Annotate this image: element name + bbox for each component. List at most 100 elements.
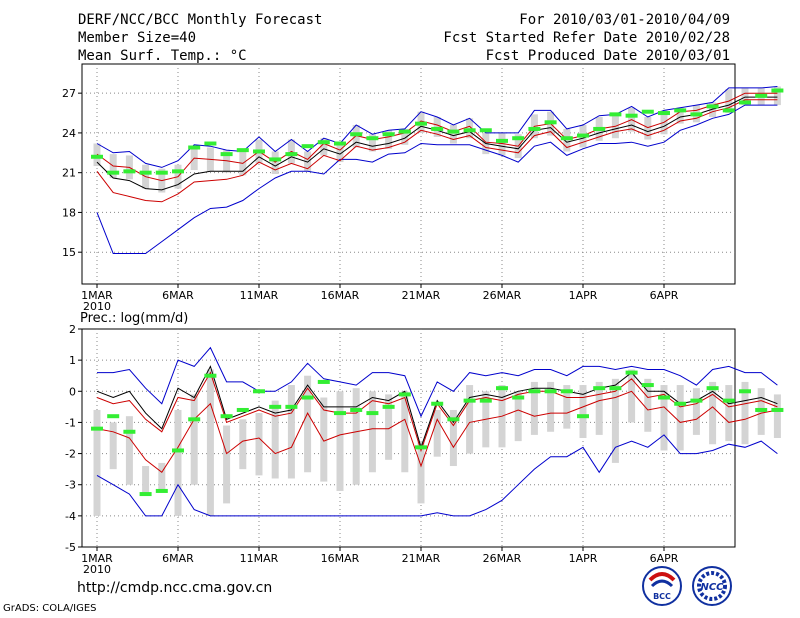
temp-xtick-label: 21MAR (402, 289, 441, 302)
prec-observed-mark (350, 407, 363, 412)
temp-observed-mark (301, 144, 314, 149)
temp-observed-mark (463, 128, 476, 133)
prec-ytick-label: -3 (65, 479, 76, 492)
temp-xtick-label: 16MAR (321, 289, 360, 302)
temp-ensemble-box (676, 107, 684, 124)
temp-observed-mark (674, 108, 687, 113)
bcc-logo: BCC (642, 566, 682, 606)
variable-label: Mean Surf. Temp.: °C (78, 48, 247, 64)
prec-observed-mark (739, 389, 751, 394)
prec-ensemble-box (206, 369, 214, 516)
prec-ensemble-box (433, 409, 441, 457)
prec-ensemble-box (125, 416, 133, 485)
prec-ensemble-box (158, 462, 166, 491)
temp-observed-mark (755, 93, 768, 98)
temp-ensemble-box (449, 124, 457, 144)
prec-observed-mark (334, 411, 346, 416)
prec-ensemble-box (579, 385, 587, 438)
prec-ensemble-box (725, 385, 733, 442)
prec-ensemble-box (514, 391, 522, 442)
prec-ensemble-box (466, 385, 474, 454)
prec-ensemble-box (628, 369, 636, 423)
temp-ensemble-box (401, 128, 409, 145)
prec-ytick-label: 0 (69, 385, 76, 398)
prec-ensemble-box (709, 381, 717, 445)
prec-ytick-label: -2 (65, 448, 76, 461)
temp-observed-mark (609, 112, 622, 117)
prec-observed-mark (236, 407, 249, 412)
prec-observed-mark (447, 417, 460, 422)
prec-observed-mark (220, 414, 233, 419)
temp-observed-mark (658, 111, 670, 116)
prec-observed-mark (722, 398, 735, 403)
temp-observed-mark (447, 129, 460, 134)
prec-xtick-label: 21MAR (402, 552, 441, 565)
temp-ensemble-box (741, 87, 749, 106)
temp-ensemble-box (320, 138, 328, 156)
temp-observed-mark (722, 108, 735, 113)
temp-observed-mark (188, 145, 201, 150)
source-url[interactable]: http://cmdp.ncc.cma.gov.cn (77, 580, 273, 596)
prec-ensemble-box (773, 394, 781, 438)
temp-observed-mark (91, 154, 103, 159)
temp-ensemble-box (498, 132, 506, 156)
temp-observed-mark (560, 136, 573, 141)
temp-ensemble-box (271, 151, 279, 174)
prec-ytick-label: -5 (65, 541, 76, 554)
prec-observed-mark (577, 414, 589, 419)
prec-observed-mark (172, 448, 184, 453)
prec-mean-line (96, 365, 778, 449)
prec-ensemble-box (449, 409, 457, 467)
prec-ensemble-box (352, 388, 360, 485)
prec-observed-mark (415, 445, 427, 450)
forecast-period: For 2010/03/01-2010/04/09 (519, 12, 730, 28)
prec-xtick-label: 16MAR (321, 552, 360, 565)
grads-credit: GrADS: COLA/IGES (3, 603, 97, 614)
prec-observed-mark (155, 488, 168, 493)
temp-ensemble-box (385, 130, 393, 149)
temp-xtick-label: 1MAR (81, 289, 113, 302)
prec-xtick-label: 26MAR (483, 552, 522, 565)
prec-observed-mark (463, 398, 476, 403)
temp-observed-mark (382, 132, 395, 137)
prec-ensemble-box (109, 422, 117, 470)
temp-observed-mark (172, 169, 184, 174)
prec-observed-mark (431, 401, 444, 406)
temp-observed-mark (528, 126, 541, 131)
prec-observed-mark (706, 386, 719, 391)
ncc-logo-text: NCC (700, 582, 724, 593)
prec-ensemble-box (401, 391, 409, 473)
temp-observed-mark (107, 170, 120, 175)
temp-observed-mark (123, 169, 136, 174)
temp-observed-mark (366, 136, 379, 141)
prec-ensemble-box (547, 381, 555, 432)
temp-observed-mark (577, 133, 589, 138)
prec-observed-mark (204, 373, 217, 378)
temp-observed-mark (139, 170, 152, 175)
prec-observed-mark (479, 398, 492, 403)
prec-xtick-label: 6APR (650, 552, 679, 565)
prec-lower-line (96, 390, 778, 474)
prec-observed-mark (139, 492, 152, 497)
prec-max-line (97, 346, 778, 418)
prec-xtick-label: 1APR (569, 552, 598, 565)
bcc-ncc-logos: BCC NCC (642, 566, 732, 606)
prec-frame (81, 328, 736, 548)
prec-ensemble-box (239, 419, 247, 470)
prec-observed-mark (123, 429, 136, 434)
prec-ensemble-box (692, 388, 700, 435)
temp-observed-mark (415, 121, 427, 126)
fcst-produced-date: Fcst Produced Date 2010/03/01 (485, 48, 730, 64)
temp-ensemble-box (304, 151, 312, 172)
prec-observed-mark (253, 389, 265, 394)
temp-ytick-label: 24 (62, 127, 76, 140)
temp-observed-mark (334, 141, 346, 146)
prec-ensemble-box (304, 375, 312, 473)
prec-ensemble-box (676, 385, 684, 451)
temp-ytick-label: 27 (62, 87, 76, 100)
temp-observed-mark (706, 104, 719, 109)
temp-ensemble-box (644, 117, 652, 140)
prec-observed-mark (528, 389, 541, 394)
prec-ensemble-box (336, 391, 344, 491)
prec-observed-mark (382, 404, 395, 409)
